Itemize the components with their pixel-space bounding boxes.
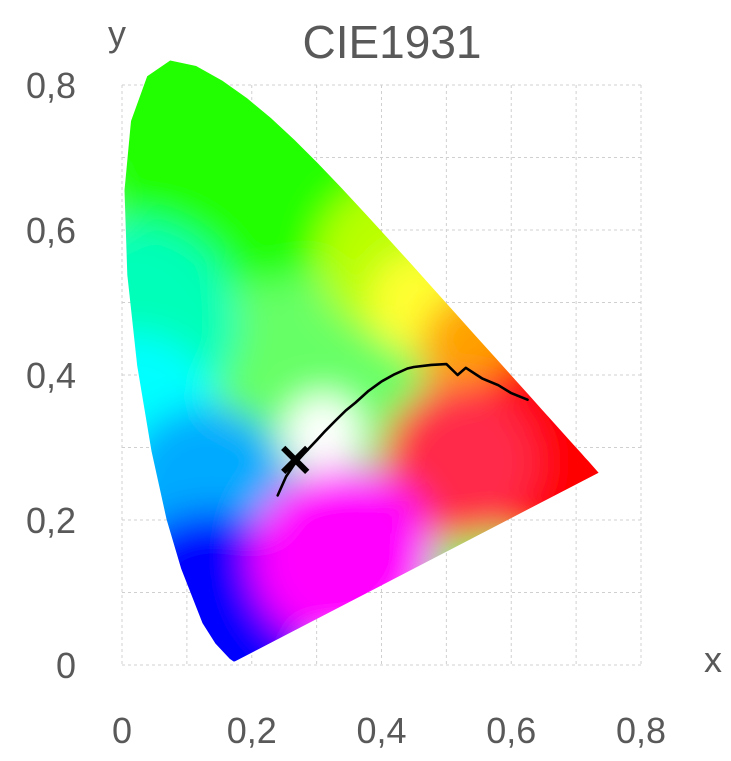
y-tick-label: 0,8 (26, 65, 76, 106)
x-axis-label: x (704, 639, 722, 680)
y-tick-label: 0,4 (26, 355, 76, 396)
y-tick-label: 0,2 (26, 500, 76, 541)
y-tick-label: 0 (56, 645, 76, 686)
x-tick-label: 0,6 (486, 710, 536, 751)
x-tick-label: 0,4 (356, 710, 406, 751)
y-tick-label: 0,6 (26, 210, 76, 251)
x-tick-label: 0 (112, 710, 132, 751)
x-tick-label: 0,2 (227, 710, 277, 751)
x-tick-label: 0,8 (616, 710, 666, 751)
chart-title: CIE1931 (302, 16, 481, 68)
y-axis-label: y (108, 13, 126, 54)
